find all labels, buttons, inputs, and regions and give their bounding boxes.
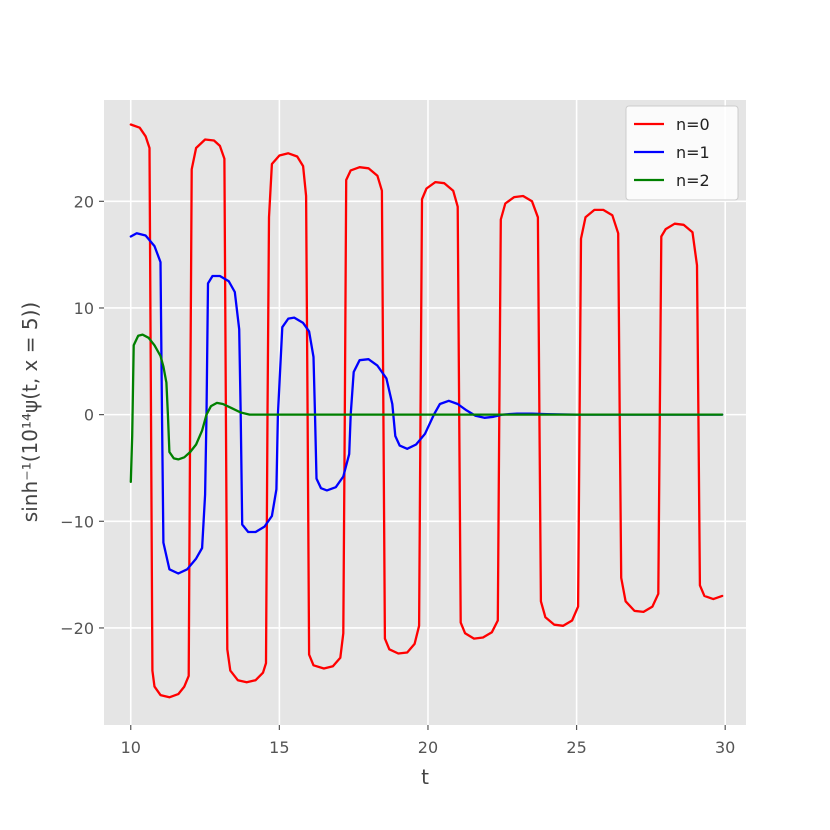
legend: n=0 n=1 n=2 (625, 105, 739, 201)
legend-label-n=1: n=1 (676, 143, 710, 162)
y-tick-label: −10 (60, 512, 94, 531)
plot-area (104, 100, 746, 725)
series-line-n=2 (129, 333, 724, 483)
x-tick-label: 25 (566, 738, 586, 757)
x-axis-ticks: 10 15 20 25 30 (121, 725, 735, 757)
y-axis-ticks: −20 −10 0 10 20 (60, 192, 104, 638)
y-tick-label: 10 (74, 299, 94, 318)
x-tick-label: 10 (121, 738, 141, 757)
legend-label-n=0: n=0 (676, 115, 710, 134)
legend-box (625, 105, 739, 201)
x-tick-label: 20 (418, 738, 438, 757)
series-line-n=1 (129, 232, 724, 575)
y-axis-label: sinh⁻¹(10¹⁴ψ(t, x = 5)) (18, 302, 42, 522)
y-tick-label: 0 (84, 406, 94, 425)
x-axis-label: t (421, 765, 429, 789)
legend-label-n=2: n=2 (676, 171, 710, 190)
x-tick-label: 15 (269, 738, 289, 757)
legend-items: n=0 n=1 n=2 (634, 115, 710, 190)
x-tick-label: 30 (715, 738, 735, 757)
series-line-n=0 (129, 123, 724, 699)
y-tick-label: 20 (74, 192, 94, 211)
y-tick-label: −20 (60, 619, 94, 638)
series-lines (129, 123, 724, 699)
